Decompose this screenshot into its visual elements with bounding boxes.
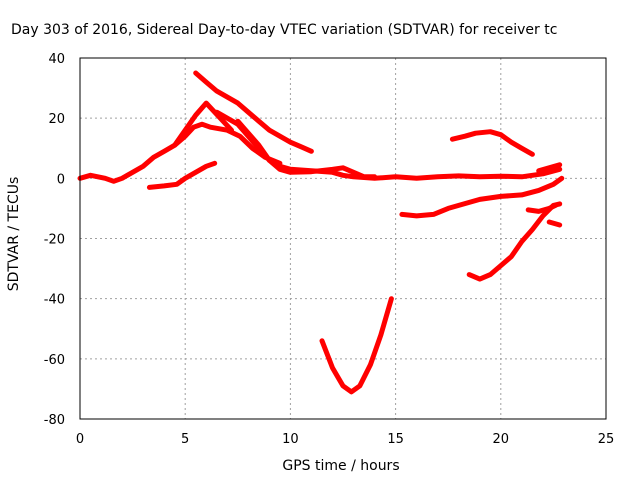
series-arc-3 — [193, 70, 314, 154]
y-tick-label: 0 — [57, 172, 65, 187]
chart-title: Day 303 of 2016, Sidereal Day-to-day VTE… — [11, 22, 557, 38]
x-tick-label: 15 — [387, 432, 404, 447]
y-axis-label: SDTVAR / TECUs — [6, 177, 22, 292]
plot-frame — [79, 57, 607, 420]
x-tick-label: 10 — [282, 432, 299, 447]
y-tick-label: 40 — [48, 52, 65, 67]
series-arc-5 — [146, 160, 218, 190]
series-arc-8 — [399, 175, 565, 219]
x-axis-label: GPS time / hours — [282, 458, 399, 474]
y-tick-label: 20 — [48, 112, 65, 127]
series-arc-11 — [525, 202, 558, 214]
y-tick-label: -20 — [44, 233, 65, 248]
series-arc-4 — [214, 109, 563, 181]
x-tick-label: 20 — [493, 432, 510, 447]
x-tick-label: 25 — [598, 432, 615, 447]
series-arc-2 — [172, 100, 234, 148]
y-tick-label: -40 — [44, 293, 65, 308]
series-arc-9 — [449, 129, 535, 157]
x-tick-label: 0 — [76, 432, 84, 447]
series-arc-13 — [536, 162, 563, 174]
series-arc-10 — [466, 201, 563, 282]
x-axis: 0 5 10 15 20 25 — [76, 432, 614, 447]
plot-area — [77, 70, 565, 395]
series-arc-12 — [546, 219, 563, 228]
y-tick-label: -60 — [44, 353, 65, 368]
y-axis: 40 20 0 -20 -40 -60 -80 — [44, 52, 65, 428]
y-tick-label: -80 — [44, 413, 65, 428]
x-tick-label: 5 — [181, 432, 189, 447]
series-arc-6 — [235, 118, 378, 180]
grid — [80, 58, 606, 419]
series-arc-7 — [319, 296, 394, 395]
